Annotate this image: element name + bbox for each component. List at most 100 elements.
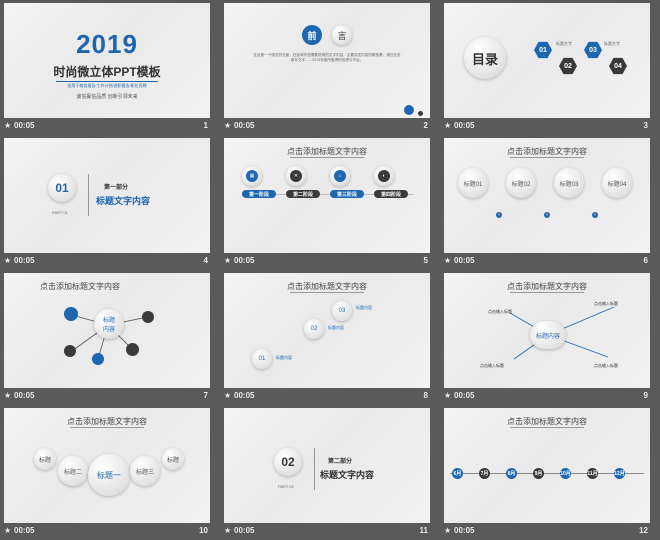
slide-number: 6 bbox=[643, 256, 648, 265]
month-8: 8月 bbox=[506, 468, 517, 479]
label-circle-d: 标题 bbox=[162, 448, 184, 470]
slide-canvas: 01 PART 01 第一部分 标题文字内容 bbox=[4, 138, 210, 253]
transition-star-icon: ★ bbox=[4, 121, 12, 130]
slide-duration: 00:05 bbox=[14, 121, 35, 130]
slide-thumb-10[interactable]: 点击添加标题文字内容 标题 标题二 标题一 标题三 标题 ★ 00:05 10 bbox=[0, 405, 213, 540]
transition-star-icon: ★ bbox=[444, 526, 452, 535]
point-label-2: 点击输入标题 bbox=[594, 301, 618, 306]
slide-meta: ★ 00:05 8 bbox=[224, 391, 430, 403]
slide-thumb-2[interactable]: 前 言 在这是一个感言的页面，在此填写您需要说明的文字内容。主要讲述内容的概括等… bbox=[220, 0, 433, 135]
arrow-icon: › bbox=[544, 212, 550, 218]
step-circle-2: ✕ bbox=[286, 166, 306, 186]
slide-meta: ★ 00:05 12 bbox=[444, 526, 650, 538]
step-label-4: 第四阶段 bbox=[374, 190, 408, 198]
slide-number: 7 bbox=[203, 391, 208, 400]
transition-star-icon: ★ bbox=[4, 391, 12, 400]
slide-thumb-4[interactable]: 01 PART 01 第一部分 标题文字内容 ★ 00:05 4 bbox=[0, 135, 213, 270]
item-circle-03: 03 bbox=[332, 301, 352, 321]
slide-thumb-11[interactable]: 02 PART 02 第二部分 标题文字内容 ★ 00:05 11 bbox=[220, 405, 433, 540]
section-number: 01 bbox=[48, 174, 76, 202]
slide-thumb-12[interactable]: 点击添加标题文字内容 6月 7月 8月 9月 10月 11月 12月 ★ 00:… bbox=[440, 405, 653, 540]
item-label-03: 标题内容 bbox=[356, 305, 372, 310]
section-divider bbox=[88, 174, 89, 216]
section-title: 标题文字内容 bbox=[96, 196, 151, 206]
point-label-4: 点击输入标题 bbox=[594, 363, 618, 368]
slide-title: 点击添加标题文字内容 bbox=[507, 417, 587, 426]
step-circle-3: ⌂ bbox=[330, 166, 350, 186]
slide-duration: 00:05 bbox=[234, 256, 255, 265]
transition-star-icon: ★ bbox=[224, 391, 232, 400]
title-underline bbox=[510, 157, 584, 158]
month-12: 12月 bbox=[614, 468, 625, 479]
toc-hex-04: 04 bbox=[609, 57, 627, 75]
slide-canvas: 02 PART 02 第二部分 标题文字内容 bbox=[224, 408, 430, 523]
toc-label-03: 标题文字 bbox=[604, 41, 620, 46]
slide-canvas: 点击添加标题文字内容 标题 标题二 标题一 标题三 标题 bbox=[4, 408, 210, 523]
slide-canvas: 点击添加标题文字内容 03 02 01 标题内容 标题内容 标题内容 bbox=[224, 273, 430, 388]
label-circle-b: 标题二 bbox=[58, 456, 88, 486]
slide-meta: ★ 00:05 10 bbox=[4, 526, 210, 538]
slide-number: 12 bbox=[639, 526, 648, 535]
section-number: 02 bbox=[274, 448, 302, 476]
label-circle-c: 标题三 bbox=[130, 456, 160, 486]
transition-star-icon: ★ bbox=[444, 256, 452, 265]
node-blue-2 bbox=[92, 353, 104, 365]
transition-star-icon: ★ bbox=[444, 391, 452, 400]
title-underline bbox=[290, 292, 364, 293]
slide-canvas: 点击添加标题文字内容 ▦ ✕ ⌂ ◐ 第一阶段 第二阶段 第三阶段 第四阶段 bbox=[224, 138, 430, 253]
timeline-line bbox=[242, 194, 414, 195]
slide-canvas: 点击添加标题文字内容 标题01 标题02 标题03 标题04 › › › bbox=[444, 138, 650, 253]
slide-thumb-6[interactable]: 点击添加标题文字内容 标题01 标题02 标题03 标题04 › › › ★ 0… bbox=[440, 135, 653, 270]
step-label-2: 第二阶段 bbox=[286, 190, 320, 198]
arrow-icon: › bbox=[592, 212, 598, 218]
slide-duration: 00:05 bbox=[234, 391, 255, 400]
point-label-3: 点击输入标题 bbox=[480, 363, 504, 368]
month-9: 9月 bbox=[533, 468, 544, 479]
label-circle-1: 标题01 bbox=[458, 168, 488, 198]
toc-hex-01: 01 bbox=[534, 41, 552, 59]
slide-thumb-5[interactable]: 点击添加标题文字内容 ▦ ✕ ⌂ ◐ 第一阶段 第二阶段 第三阶段 第四阶段 ★… bbox=[220, 135, 433, 270]
item-label-01: 标题内容 bbox=[276, 355, 292, 360]
slide-duration: 00:05 bbox=[234, 526, 255, 535]
toc-hex-02: 02 bbox=[559, 57, 577, 75]
slide-duration: 00:05 bbox=[454, 391, 475, 400]
slide-duration: 00:05 bbox=[14, 391, 35, 400]
deco-dot-blue bbox=[404, 105, 414, 115]
tagline: 诚信赢信品质 创新引领未来 bbox=[76, 94, 138, 100]
month-10: 10月 bbox=[560, 468, 571, 479]
slide-meta: ★ 00:05 9 bbox=[444, 391, 650, 403]
node-dark-1 bbox=[142, 311, 154, 323]
label-circle-3: 标题03 bbox=[554, 168, 584, 198]
label-circle-4: 标题04 bbox=[602, 168, 632, 198]
toc-hex-03: 03 bbox=[584, 41, 602, 59]
slide-title: 点击添加标题文字内容 bbox=[287, 282, 367, 291]
slide-thumb-9[interactable]: 点击添加标题文字内容 标题内容 点击输入标题 点击输入标题 点击输入标题 点击输… bbox=[440, 270, 653, 405]
slide-title: 点击添加标题文字内容 bbox=[40, 282, 120, 291]
section-title: 标题文字内容 bbox=[320, 470, 375, 480]
intro-body: 在这是一个感言的页面，在此填写您需要说明的文字内容。主要讲述内容的概括等，请在此… bbox=[253, 53, 401, 62]
title-badge-b: 言 bbox=[332, 25, 352, 45]
part-label: PART 02 bbox=[278, 484, 294, 489]
slide-number: 9 bbox=[643, 391, 648, 400]
slide-canvas: 点击添加标题文字内容 6月 7月 8月 9月 10月 11月 12月 bbox=[444, 408, 650, 523]
center-node: 标题 内容 bbox=[94, 309, 124, 339]
step-label-1: 第一阶段 bbox=[242, 190, 276, 198]
slide-number: 1 bbox=[203, 121, 208, 130]
slide-number: 2 bbox=[423, 121, 428, 130]
step-circle-1: ▦ bbox=[242, 166, 262, 186]
center-node: 标题内容 bbox=[530, 321, 566, 349]
slide-number: 4 bbox=[203, 256, 208, 265]
label-circle-a: 标题 bbox=[34, 448, 56, 470]
slide-meta: ★ 00:05 3 bbox=[444, 121, 650, 133]
slide-thumb-1[interactable]: 2019 时尚微立体PPT模板 适用于商务报告/工作计划/述职报告/职位竞聘 诚… bbox=[0, 0, 213, 135]
arrow-icon: › bbox=[496, 212, 502, 218]
slide-canvas: 2019 时尚微立体PPT模板 适用于商务报告/工作计划/述职报告/职位竞聘 诚… bbox=[4, 3, 210, 118]
label-circle-2: 标题02 bbox=[506, 168, 536, 198]
slide-number: 11 bbox=[419, 526, 428, 535]
slide-thumb-8[interactable]: 点击添加标题文字内容 03 02 01 标题内容 标题内容 标题内容 ★ 00:… bbox=[220, 270, 433, 405]
slide-meta: ★ 00:05 4 bbox=[4, 256, 210, 268]
slide-thumb-3[interactable]: 目录 01 02 03 04 标题文字 标题文字 ★ 00:05 3 bbox=[440, 0, 653, 135]
slide-thumb-7[interactable]: 点击添加标题文字内容 标题 内容 ★ 00:05 7 bbox=[0, 270, 213, 405]
slide-title: 点击添加标题文字内容 bbox=[67, 417, 147, 426]
